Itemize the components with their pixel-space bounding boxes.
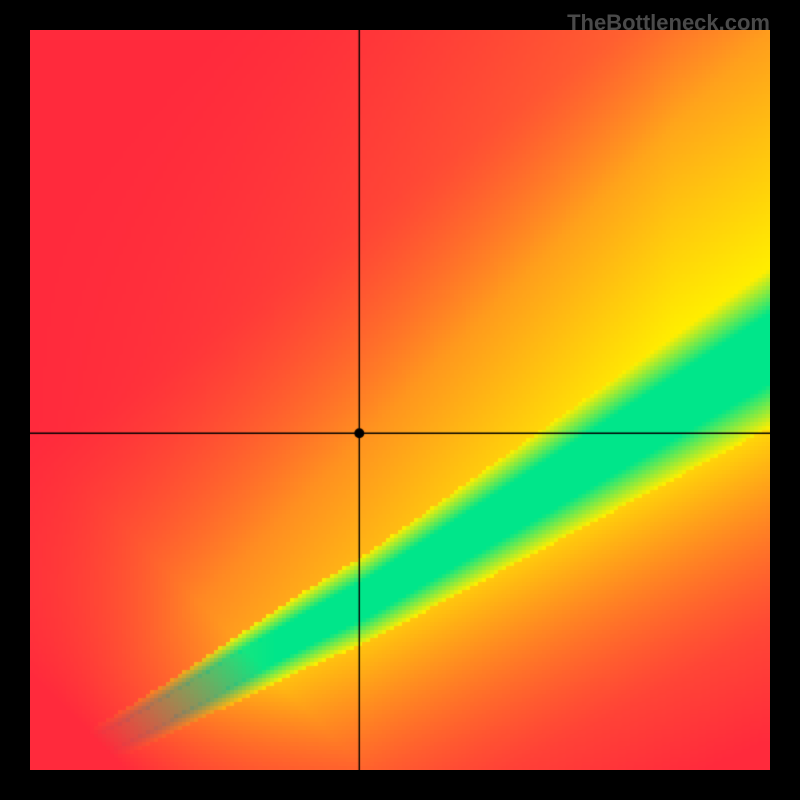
watermark-text: TheBottleneck.com bbox=[567, 10, 770, 36]
chart-container: TheBottleneck.com bbox=[0, 0, 800, 800]
heatmap-plot bbox=[30, 30, 770, 770]
heatmap-canvas bbox=[30, 30, 770, 770]
